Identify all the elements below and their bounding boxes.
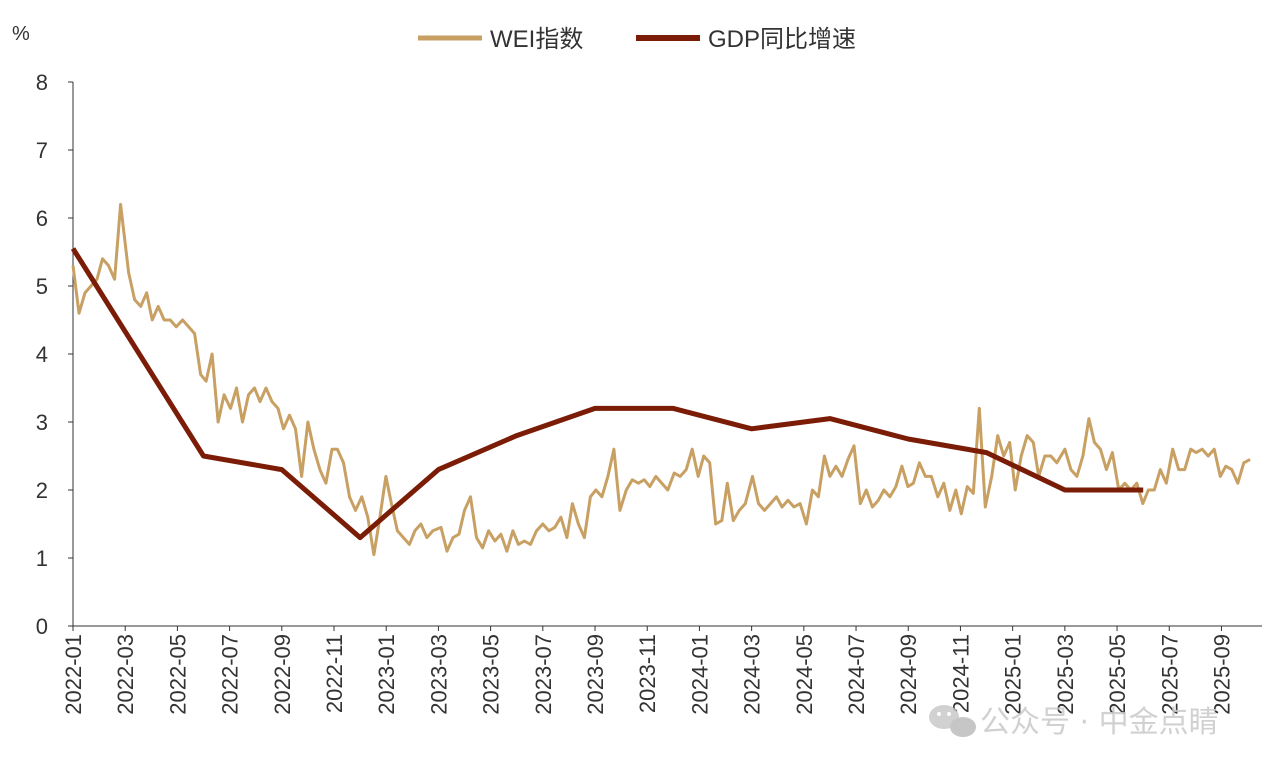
x-tick-label: 2024-07: [844, 634, 869, 715]
series-layer: [70, 202, 1251, 557]
x-tick-label: 2024-03: [740, 634, 765, 715]
y-tick-label: 2: [36, 478, 48, 503]
x-tick-label: 2022-11: [322, 634, 347, 713]
x-tick-label: 2024-11: [948, 634, 973, 713]
x-tick-label: 2022-09: [270, 634, 295, 715]
y-tick-label: 7: [36, 138, 48, 163]
x-tick-label: 2025-07: [1157, 634, 1182, 715]
x-tick-label: 2022-01: [61, 634, 86, 715]
y-axis-ticks: 0 1 2 3 4 5 6 7 8: [36, 70, 73, 639]
x-tick-label: 2025-01: [1001, 634, 1026, 715]
x-tick-label: 2025-09: [1209, 634, 1234, 715]
x-tick-label: 2023-03: [426, 634, 451, 715]
y-tick-label: 1: [36, 546, 48, 571]
watermark-text: 公众号 · 中金点睛: [980, 705, 1219, 740]
series-line-gdp: [70, 247, 1144, 541]
x-tick-label: 2025-03: [1053, 634, 1078, 715]
x-tick-label: 2024-01: [687, 634, 712, 715]
x-tick-label: 2023-01: [374, 634, 399, 715]
x-tick-label: 2023-07: [531, 634, 556, 715]
x-tick-label: 2023-09: [583, 634, 608, 715]
watermark: 公众号 · 中金点睛: [929, 705, 1219, 740]
legend: WEI指数 GDP同比增速: [418, 26, 856, 53]
y-tick-label: 4: [36, 342, 48, 367]
x-tick-label: 2025-05: [1105, 634, 1130, 715]
x-tick-label: 2023-11: [635, 634, 660, 713]
x-tick-label: 2022-05: [165, 634, 190, 715]
x-tick-label: 2022-07: [218, 634, 243, 715]
y-tick-label: 8: [36, 70, 48, 95]
x-axis-ticks: 2022-01 2022-03 2022-05 2022-07 2022-09 2022-…: [61, 626, 1234, 715]
y-axis-unit: %: [12, 23, 30, 45]
y-tick-label: 6: [36, 206, 48, 231]
x-tick-label: 2023-05: [479, 634, 504, 715]
series-line-wei: [71, 202, 1251, 557]
legend-label-wei: WEI指数: [490, 26, 583, 53]
x-tick-label: 2022-03: [113, 634, 138, 715]
y-tick-label: 3: [36, 410, 48, 435]
x-tick-label: 2024-09: [896, 634, 921, 715]
wechat-icon: [929, 705, 976, 737]
x-tick-label: 2024-05: [792, 634, 817, 715]
y-tick-label: 0: [36, 614, 48, 639]
legend-label-gdp: GDP同比增速: [708, 26, 856, 53]
y-tick-label: 5: [36, 274, 48, 299]
